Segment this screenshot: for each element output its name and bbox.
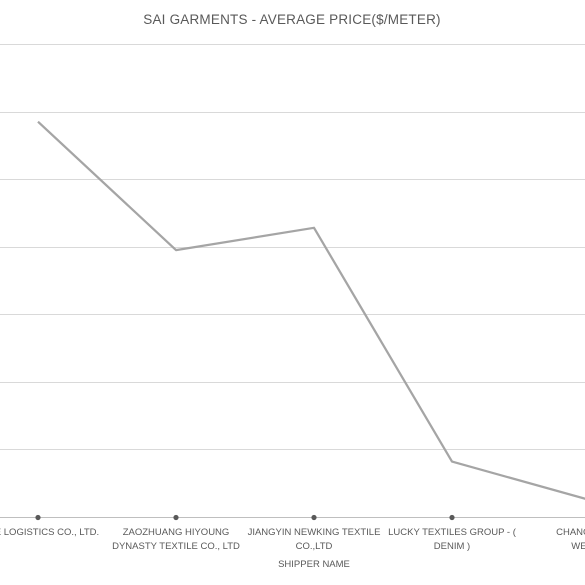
x-tick-marker — [35, 514, 41, 521]
x-tick-label: JIANGYIN NEWKING TEXTILE CO.,LTD — [248, 527, 381, 552]
series-layer — [37, 120, 585, 500]
chart-title: SAI GARMENTS - AVERAGE PRICE($/METER) — [143, 12, 440, 27]
x-tick-marker — [173, 514, 179, 521]
x-tick-marker — [449, 514, 455, 521]
x-tick-label: CHANGZHOU ...WEAVE... — [556, 527, 585, 552]
x-tick-label: ZAOZHUANG HIYOUNG DYNASTY TEXTILE CO., LT… — [112, 527, 240, 552]
gridlines — [0, 44, 585, 518]
x-axis — [35, 514, 455, 521]
series-line — [37, 120, 585, 500]
x-tick-label: LUCKY TEXTILES GROUP - (DENIM ) — [388, 527, 517, 552]
x-axis-title: SHIPPER NAME — [278, 559, 350, 570]
x-tick-marker — [311, 514, 317, 521]
x-tick-label: ...E LOGISTICS CO., LTD. — [0, 527, 99, 538]
tick-labels: ...E LOGISTICS CO., LTD. ZAOZHUANG HIYOUN… — [0, 527, 585, 552]
